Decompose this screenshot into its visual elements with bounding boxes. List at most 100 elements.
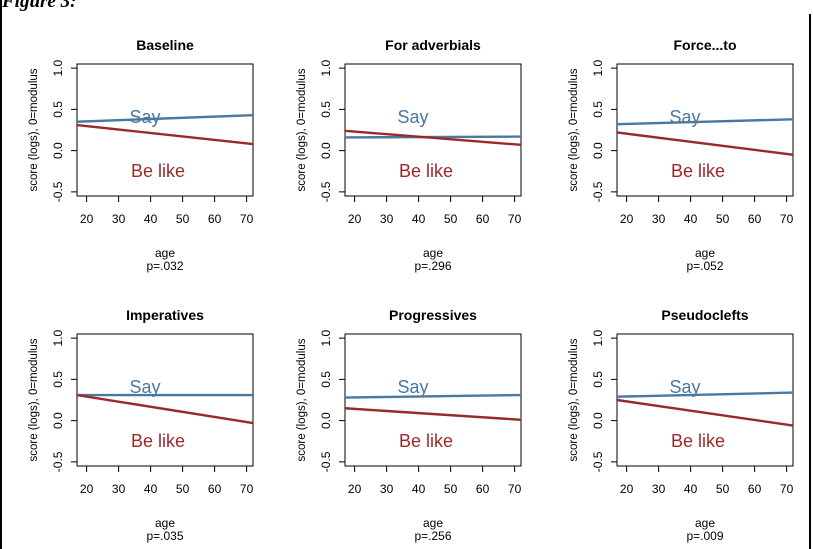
p-value-label: p=.052: [686, 259, 723, 273]
y-tick-label: 1.0: [591, 329, 605, 346]
series-label: Be like: [131, 161, 185, 181]
series-line-be-like: [616, 131, 794, 156]
y-tick-label: 0.5: [591, 101, 605, 118]
x-tick-label: 50: [444, 482, 458, 496]
series-label: Say: [397, 377, 428, 397]
panel-title: Pseudoclefts: [661, 307, 748, 323]
y-tick-label: 0.5: [591, 371, 605, 388]
plot-box: [344, 333, 522, 467]
x-axis-title: age: [155, 516, 175, 530]
series-line-say: [76, 113, 254, 123]
x-tick-label: 60: [748, 212, 762, 226]
series-label: Be like: [671, 161, 725, 181]
panel-force-to: Force...to 20 30 40 50 60 70 -0.5 0.0 0.5 1.0 score…: [568, 37, 794, 273]
y-tick-label: -0.5: [319, 181, 333, 202]
x-tick-label: 60: [208, 482, 222, 496]
p-value-label: p=.032: [146, 259, 183, 273]
x-tick-label: 70: [508, 482, 522, 496]
series-line-be-like: [344, 407, 522, 421]
x-tick-label: 30: [652, 482, 666, 496]
plot-box: [344, 63, 522, 197]
panel-imperatives: Imperatives 20 30 40 50 60 70 -0.5 0.0 0.5 1.0 scor…: [28, 307, 254, 543]
series-label: Be like: [671, 431, 725, 451]
y-tick-label: 0.0: [591, 142, 605, 159]
panel-title: For adverbials: [385, 37, 481, 53]
series-label: Say: [669, 107, 700, 127]
x-tick-label: 50: [716, 482, 730, 496]
y-axis-title: score (logs), 0=modulus: [296, 338, 308, 461]
x-tick-label: 50: [716, 212, 730, 226]
x-tick-label: 50: [176, 212, 190, 226]
x-axis-title: age: [423, 246, 443, 260]
x-tick-label: 30: [112, 482, 126, 496]
plot-box: [616, 63, 794, 197]
panel-title: Progressives: [389, 307, 477, 323]
y-tick-label: 0.5: [319, 101, 333, 118]
x-tick-label: 60: [476, 482, 490, 496]
x-tick-label: 30: [652, 212, 666, 226]
x-tick-label: 20: [80, 212, 94, 226]
x-tick-label: 70: [508, 212, 522, 226]
panel-title: Force...to: [673, 37, 736, 53]
series-line-say: [344, 393, 522, 399]
panel-pseudoclefts: Pseudoclefts 20 30 40 50 60 70 -0.5 0.0 0.5 1.0 sco…: [568, 307, 794, 543]
p-value-label: p=.009: [686, 529, 723, 543]
series-line-say: [616, 118, 794, 126]
x-axis-title: age: [695, 516, 715, 530]
y-axis-title: score (logs), 0=modulus: [568, 338, 580, 461]
y-tick-label: -0.5: [591, 451, 605, 472]
y-tick-label: 1.0: [51, 329, 65, 346]
x-tick-label: 20: [348, 212, 362, 226]
y-tick-label: 0.5: [51, 371, 65, 388]
series-label: Say: [129, 377, 160, 397]
x-tick-label: 30: [380, 482, 394, 496]
p-value-label: p=.035: [146, 529, 183, 543]
x-tick-label: 40: [412, 212, 426, 226]
x-tick-label: 70: [780, 482, 794, 496]
panel-title: Imperatives: [126, 307, 204, 323]
y-tick-label: 1.0: [591, 59, 605, 76]
frame-left-border: [0, 0, 2, 549]
x-tick-label: 40: [684, 212, 698, 226]
plot-box: [76, 63, 254, 197]
x-tick-label: 40: [412, 482, 426, 496]
x-axis-title: age: [695, 246, 715, 260]
x-tick-label: 30: [112, 212, 126, 226]
x-tick-label: 20: [348, 482, 362, 496]
x-axis-title: age: [423, 516, 443, 530]
p-value-label: p=.256: [414, 529, 451, 543]
y-axis-title: score (logs), 0=modulus: [296, 68, 308, 191]
x-tick-label: 50: [444, 212, 458, 226]
x-tick-label: 60: [208, 212, 222, 226]
x-tick-label: 20: [620, 212, 634, 226]
y-tick-label: 0.0: [319, 142, 333, 159]
x-tick-label: 50: [176, 482, 190, 496]
x-tick-label: 40: [144, 482, 158, 496]
panel-progressives: Progressives 20 30 40 50 60 70 -0.5 0.0 0.5 1.0 sco…: [296, 307, 522, 543]
series-label: Be like: [399, 161, 453, 181]
x-tick-label: 60: [748, 482, 762, 496]
y-tick-label: 1.0: [319, 59, 333, 76]
series-line-be-like: [344, 129, 522, 147]
y-tick-label: 0.5: [319, 371, 333, 388]
series-line-be-like: [76, 123, 254, 146]
plot-box: [76, 333, 254, 467]
series-line-be-like: [616, 398, 794, 427]
x-axis-title: age: [155, 246, 175, 260]
x-tick-label: 60: [476, 212, 490, 226]
x-tick-label: 70: [240, 482, 254, 496]
y-axis-title: score (logs), 0=modulus: [28, 68, 40, 191]
y-tick-label: 0.0: [51, 412, 65, 429]
y-tick-label: 0.5: [51, 101, 65, 118]
figure-caption: Figure 3:: [2, 0, 77, 12]
y-tick-label: -0.5: [51, 451, 65, 472]
series-label: Be like: [399, 431, 453, 451]
y-axis-title: score (logs), 0=modulus: [568, 68, 580, 191]
panel-title: Baseline: [136, 37, 194, 53]
y-tick-label: 0.0: [319, 412, 333, 429]
frame-right-border: [809, 14, 811, 549]
y-tick-label: 0.0: [51, 142, 65, 159]
series-label: Be like: [131, 431, 185, 451]
series-label: Say: [669, 377, 700, 397]
